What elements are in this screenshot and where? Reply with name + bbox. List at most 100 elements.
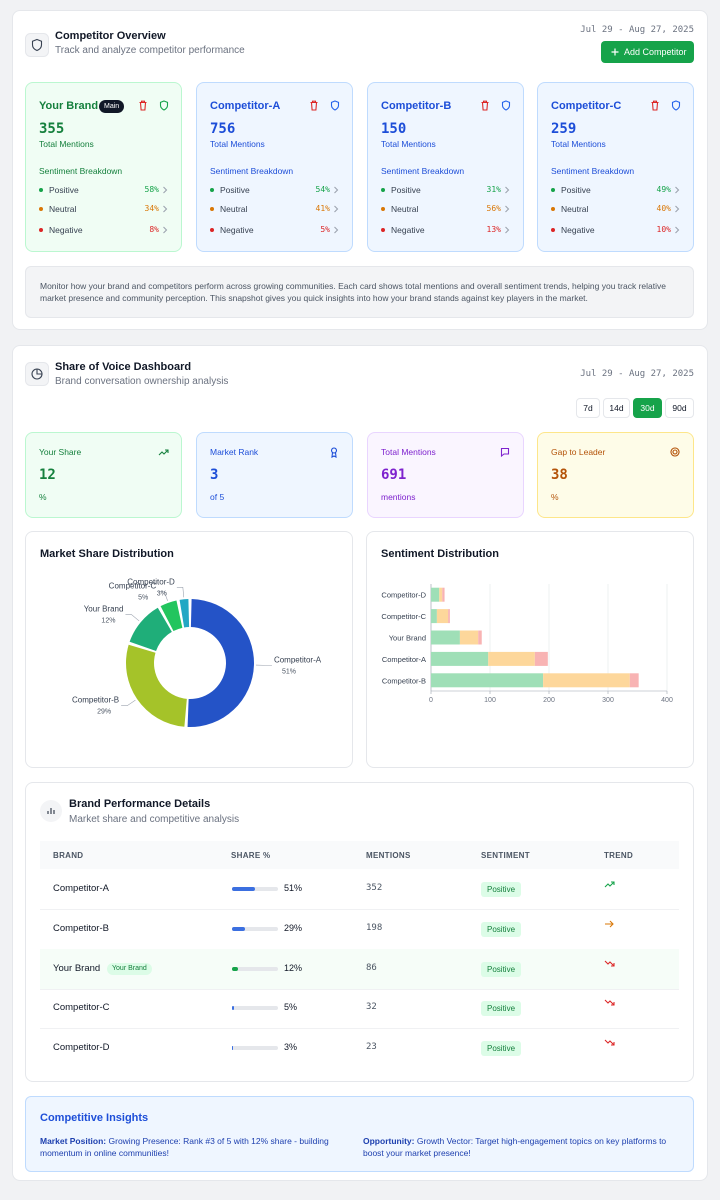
sentiment-pill: Positive [481, 1041, 522, 1057]
mentions-value: 259 [551, 121, 577, 137]
mentions-value: 756 [210, 121, 236, 137]
add-button[interactable]: Add Competitor [601, 41, 694, 63]
breakdown-title: Sentiment Breakdown [39, 166, 123, 176]
sentiment-label: Negative [49, 225, 83, 235]
sentiment-value: 34% [144, 204, 159, 213]
period-button[interactable]: 7d [576, 398, 600, 418]
sentiment-value: 8% [149, 225, 159, 234]
bar-segment [439, 587, 443, 602]
leader-line [176, 587, 185, 598]
breakdown-title: Sentiment Breakdown [551, 166, 635, 176]
bar-segment [448, 609, 450, 624]
mentions-cell: 86 [366, 962, 377, 973]
shield-icon-stroke [671, 100, 681, 111]
trend-icon [604, 1039, 615, 1046]
delete-icon[interactable] [138, 100, 148, 111]
section-subtitle: Brand conversation ownership analysis [55, 376, 229, 387]
brand-name: Your Brand [39, 100, 99, 112]
mentions-value: 355 [39, 121, 65, 137]
chart-title: Market Share Distribution [40, 548, 174, 560]
slice-value: 51% [282, 668, 296, 675]
share-label: 3% [284, 1042, 298, 1053]
chevron [675, 186, 680, 194]
slice-label: Competitor-B [72, 696, 119, 705]
insight: Opportunity: Growth Vector: Target high-… [363, 1135, 678, 1159]
sentiment-dot [39, 207, 43, 211]
chevron [505, 205, 510, 213]
x-tick-label: 0 [429, 697, 433, 704]
bar-chart: 0 100 200 300 400 Competitor-D Competitor-C You… [381, 584, 673, 704]
share-bar [232, 887, 256, 891]
y-tick-label: Competitor-D [381, 591, 426, 600]
column-header: SHARE % [231, 851, 271, 860]
share-bar [232, 926, 246, 931]
sentiment-label: Negative [561, 225, 595, 235]
stat-value: 691 [381, 467, 407, 483]
column-header: BRAND [53, 851, 84, 860]
slice-label: Your Brand [84, 605, 124, 614]
chevron-stroke [505, 226, 510, 234]
chevron-stroke [675, 186, 680, 194]
sentiment-value: 31% [486, 185, 501, 194]
bar-segment [431, 587, 440, 602]
period-button[interactable]: 14d [603, 398, 630, 418]
delete-icon[interactable] [480, 100, 490, 111]
stat-card [25, 432, 182, 518]
period-button[interactable]: 90d [665, 398, 694, 418]
chevron-stroke [334, 205, 339, 213]
insight-lead: Market Position: [40, 1136, 107, 1146]
slice-label: Competitor-A [274, 655, 322, 664]
trend-icon [604, 881, 615, 888]
brand-card [537, 82, 694, 252]
chevron-stroke [163, 186, 168, 194]
stat-label: Gap to Leader [551, 447, 606, 457]
sentiment-pill: Positive [481, 961, 522, 977]
stat-icon-stroke [500, 447, 510, 458]
slice-value: 12% [101, 618, 115, 625]
sentiment-card: Sentiment Distribution 0 100 200 300 400 Comp… [366, 531, 694, 768]
sentiment-value: 56% [486, 204, 501, 213]
donut-slice [187, 599, 254, 727]
y-tick-label: Your Brand [389, 634, 426, 643]
sentiment-value: 54% [315, 185, 330, 194]
trend-icon-stroke [604, 881, 615, 888]
stat-unit: % [39, 492, 47, 502]
sentiment-pill: Positive [481, 1001, 522, 1017]
sentiment-value: 58% [144, 185, 159, 194]
chevron-stroke [505, 205, 510, 213]
stat-unit: % [551, 492, 559, 502]
sentiment-dot [210, 188, 214, 192]
sentiment-value: 41% [315, 204, 330, 213]
slice-value: 5% [138, 594, 148, 601]
breakdown-title: Sentiment Breakdown [381, 166, 465, 176]
leader-line [121, 699, 136, 707]
shield-icon-stroke [501, 100, 511, 111]
sentiment-value: 49% [656, 185, 671, 194]
shield-icon [671, 100, 681, 111]
leader-line [125, 614, 140, 622]
period-button[interactable]: 30d [633, 398, 662, 418]
stat-label: Your Share [39, 447, 82, 457]
trend-icon [604, 960, 615, 967]
share-label: 12% [284, 962, 303, 973]
donut-chart: Competitor-A 51% Competitor-B 29% Your Brand… [72, 577, 322, 727]
chevron [675, 226, 680, 234]
chart-title: Sentiment Distribution [381, 548, 499, 560]
brand-cell: Competitor-C [53, 1002, 110, 1014]
trend-icon-stroke [604, 1039, 615, 1046]
chevron-stroke [163, 205, 168, 213]
performance-card [25, 782, 694, 1082]
delete-icon[interactable] [309, 100, 319, 111]
y-tick-label: Competitor-C [381, 612, 426, 621]
row-divider [40, 1028, 679, 1030]
trend-icon [604, 1000, 615, 1006]
share-track [232, 1006, 278, 1011]
leader-line [158, 591, 168, 602]
trend-icon-stroke [605, 920, 614, 928]
delete-icon[interactable] [650, 100, 660, 111]
delete-icon-stroke [481, 100, 489, 111]
x-tick-label: 400 [661, 697, 673, 704]
y-tick-label: Competitor-A [382, 655, 426, 664]
chevron [334, 186, 339, 194]
